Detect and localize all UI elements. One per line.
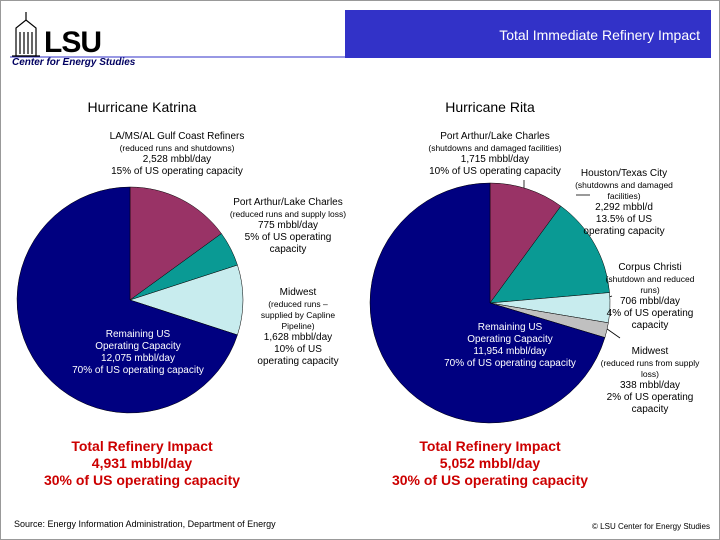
slice-value-label: 70% of US operating capacity <box>444 358 576 369</box>
slice-detail: (reduced runs and supply loss) <box>229 209 347 219</box>
slice-detail: Operating Capacity <box>467 334 553 345</box>
slice-label: Remaining US Operating Capacity 12,075 mbb… <box>58 329 218 377</box>
total-box: Total Refinery Impact 5,052 mbbl/day 30% o… <box>360 438 620 489</box>
slide-title: Total Immediate Refinery Impact <box>499 27 700 43</box>
slice-label: Port Arthur/Lake Charles (shutdowns and d… <box>395 131 595 178</box>
slice-detail: 706 mbbl/day <box>619 296 681 307</box>
slice-value-label: 70% of US operating capacity <box>72 365 204 376</box>
slice-detail: 775 mbbl/day <box>257 220 319 231</box>
slice-name: LA/MS/AL Gulf Coast Refiners <box>109 131 245 142</box>
slice-detail: 12,075 mbbl/day <box>101 353 175 364</box>
pie-slice <box>489 182 562 304</box>
total-title: Total Refinery Impact <box>71 438 213 454</box>
slice-detail: Operating Capacity <box>95 341 181 352</box>
slice-label: Midwest (reduced runs from supply loss) 33… <box>600 346 700 416</box>
slice-detail: (reduced runs – supplied by Capline Pipe… <box>260 299 336 331</box>
slice-value-label: 4% of US operating capacity <box>606 308 694 331</box>
slice-detail: 1,628 mbbl/day <box>263 332 333 343</box>
slice-value-label: 13.5% of US operating capacity <box>583 214 665 237</box>
slice-value-label: 10% of US operating capacity <box>429 166 561 177</box>
pie-slice <box>129 186 222 301</box>
slice-label: LA/MS/AL Gulf Coast Refiners (reduced run… <box>77 131 277 178</box>
pie-slice <box>16 186 238 414</box>
pie-slice <box>489 205 610 304</box>
slice-value-label: 15% of US operating capacity <box>111 166 243 177</box>
total-share: 30% of US operating capacity <box>43 472 241 488</box>
slice-detail: (reduced runs from supply loss) <box>600 358 700 379</box>
logo-icon <box>12 12 40 57</box>
slice-name: Port Arthur/Lake Charles <box>233 197 343 208</box>
slice-label: Corpus Christi (shutdown and reduced runs… <box>600 262 700 332</box>
total-amount: 5,052 mbbl/day <box>439 455 541 471</box>
pie-slice <box>369 182 606 424</box>
copyright: © LSU Center for Energy Studies <box>592 522 710 531</box>
slice-label: Port Arthur/Lake Charles (reduced runs an… <box>228 197 348 256</box>
logo-text: LSU <box>44 26 102 59</box>
total-share: 30% of US operating capacity <box>391 472 589 488</box>
slice-name: Remaining US <box>477 322 543 333</box>
slice-detail: 11,954 mbbl/day <box>473 346 547 357</box>
source: Source: Energy Information Administratio… <box>14 519 276 529</box>
slice-name: Midwest <box>631 346 669 357</box>
slice-detail: (shutdown and reduced runs) <box>605 274 695 295</box>
slice-detail: (shutdowns and damaged facilities) <box>428 143 562 153</box>
slice-name: Midwest <box>279 287 317 298</box>
total-box: Total Refinery Impact 4,931 mbbl/day 30% o… <box>12 438 272 489</box>
pie-title: Hurricane Rita <box>445 99 535 115</box>
slice-value-label: 5% of US operating capacity <box>244 232 332 255</box>
slice-detail: 2,292 mbbl/d <box>595 202 653 213</box>
slice-name: Port Arthur/Lake Charles <box>440 131 550 142</box>
slice-label: Midwest (reduced runs – supplied by Capli… <box>253 287 343 368</box>
slice-label: Houston/Texas City (shutdowns and damaged… <box>574 168 674 238</box>
slice-detail: 338 mbbl/day <box>619 380 681 391</box>
slice-label: Remaining US Operating Capacity 11,954 mbb… <box>425 322 595 370</box>
slice-detail: (reduced runs and shutdowns) <box>119 143 235 153</box>
pie-slice <box>129 264 244 336</box>
total-amount: 4,931 mbbl/day <box>91 455 193 471</box>
header-band <box>345 10 711 58</box>
slice-detail: 1,715 mbbl/day <box>460 154 530 165</box>
total-title: Total Refinery Impact <box>419 438 561 454</box>
slice-name: Corpus Christi <box>618 262 682 273</box>
slice-value-label: 2% of US operating capacity <box>606 392 694 415</box>
slice-value-label: 10% of US operating capacity <box>257 344 339 367</box>
slice-detail: (shutdowns and damaged facilities) <box>575 180 673 201</box>
subtitle: Center for Energy Studies <box>12 57 136 68</box>
slice-name: Remaining US <box>105 329 171 340</box>
slice-detail: 2,528 mbbl/day <box>142 154 212 165</box>
pie-title: Hurricane Katrina <box>87 99 197 115</box>
slice-name: Houston/Texas City <box>580 168 668 179</box>
